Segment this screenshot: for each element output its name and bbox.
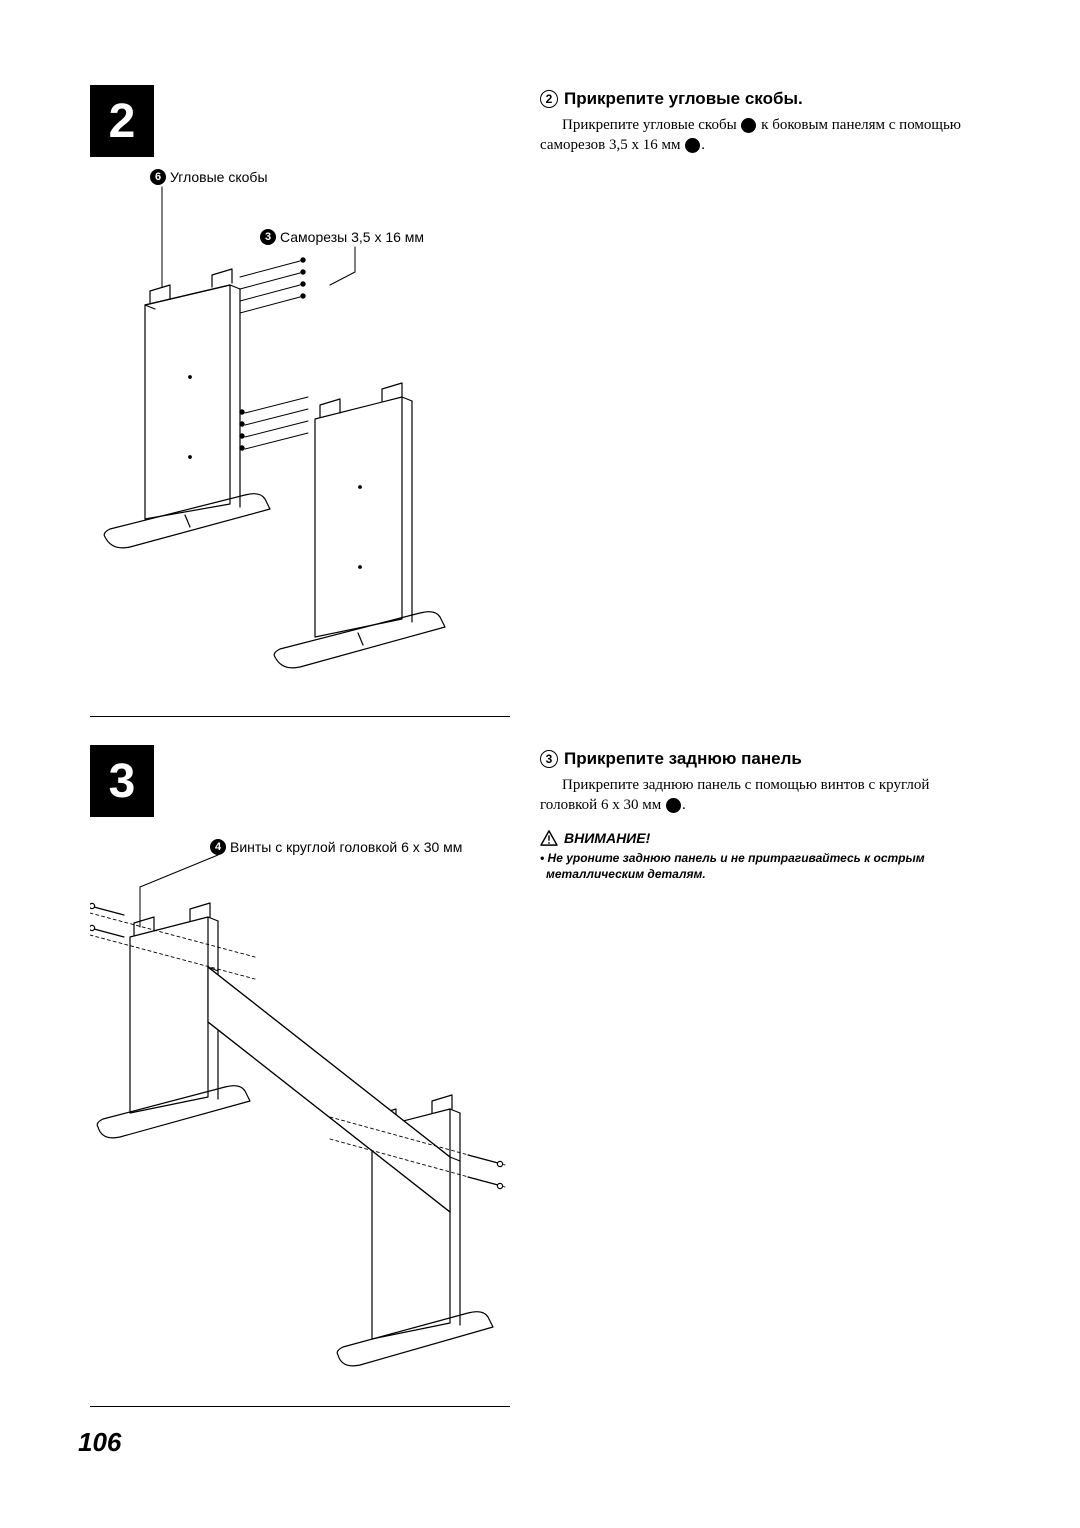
step2-body: Прикрепите угловые скобы 6 к боковым пан…: [540, 115, 990, 156]
ref-4-icon: 4: [210, 839, 226, 855]
callout-screws-35x16: Саморезы 3,5 x 16 мм: [280, 229, 424, 245]
callout-roundhead-6x30: Винты с круглой головкой 6 x 30 мм: [230, 839, 462, 855]
step3-diagram: 4 Винты с круглой головкой 6 x 30 мм: [90, 817, 510, 1407]
inline-ref-4-icon: 4: [666, 798, 681, 813]
step2-diagram: 6 Угловые скобы 3 Саморезы 3,5 x 16 мм: [90, 157, 510, 717]
callout-angle-brackets: Угловые скобы: [170, 169, 268, 185]
caution-heading: ВНИМАНИЕ!: [540, 830, 990, 846]
page-number: 106: [78, 1427, 121, 1458]
ref-3-icon: 3: [260, 229, 276, 245]
caution-label: ВНИМАНИЕ!: [564, 830, 650, 846]
inline-ref-3-icon: 3: [685, 138, 700, 153]
step-number-box: 2: [90, 85, 154, 157]
warning-icon: [540, 830, 558, 846]
step3-body: Прикрепите заднюю панель с помощью винто…: [540, 775, 990, 816]
step2-marker-icon: 2: [540, 90, 558, 108]
inline-ref-6-icon: 6: [741, 118, 756, 133]
step3-marker-icon: 3: [540, 750, 558, 768]
step3-heading-text: Прикрепите заднюю панель: [564, 749, 802, 769]
step2-heading: 2 Прикрепите угловые скобы.: [540, 89, 990, 109]
caution-bullet: Не уроните заднюю панель и не притрагива…: [540, 850, 990, 882]
step-number-box: 3: [90, 745, 154, 817]
step3-heading: 3 Прикрепите заднюю панель: [540, 749, 990, 769]
step2-heading-text: Прикрепите угловые скобы.: [564, 89, 803, 109]
ref-6-icon: 6: [150, 169, 166, 185]
